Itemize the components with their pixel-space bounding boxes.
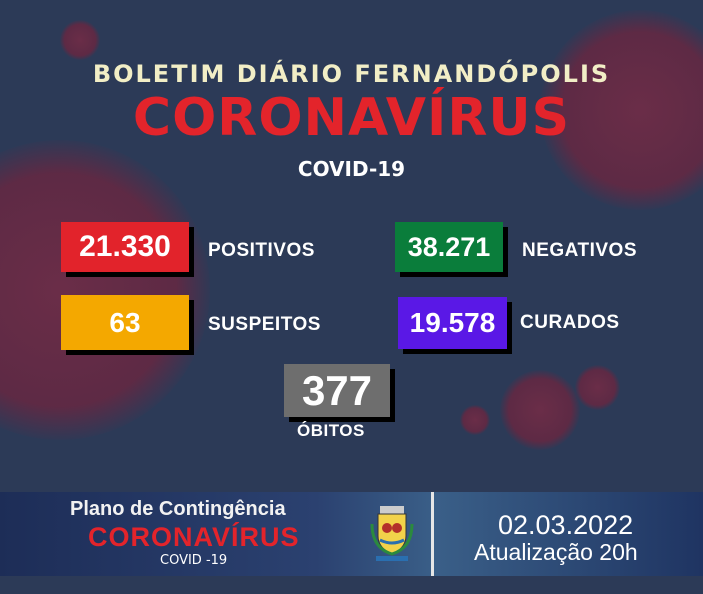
virus-illustration <box>60 20 100 60</box>
positivos-count: 21.330 <box>61 222 189 272</box>
curados-count: 19.578 <box>398 297 507 349</box>
negativos-label: NEGATIVOS <box>522 240 637 261</box>
obitos-label: ÓBITOS <box>297 421 365 440</box>
obitos-count: 377 <box>284 364 390 417</box>
virus-illustration <box>500 370 580 450</box>
virus-illustration <box>575 365 620 410</box>
divider <box>431 492 434 576</box>
footer-headline: CORONAVÍRUS <box>88 522 300 552</box>
coat-of-arms-icon <box>370 504 414 564</box>
negativos-count: 38.271 <box>395 222 503 272</box>
virus-illustration <box>460 405 490 435</box>
footer-covid: COVID -19 <box>160 553 228 568</box>
curados-label: CURADOS <box>520 312 620 333</box>
virus-illustration <box>0 140 210 440</box>
headline: CORONAVÍRUS <box>132 88 571 148</box>
footer-banner: Plano de Contingência CORONAVÍRUS COVID … <box>0 492 703 576</box>
update-time: Atualização 20h <box>474 539 638 565</box>
update-date: 02.03.2022 <box>498 510 634 540</box>
positivos-label: POSITIVOS <box>208 240 315 261</box>
virus-illustration <box>540 10 703 210</box>
plan-title: Plano de Contingência <box>70 498 286 520</box>
subtitle: COVID-19 <box>297 157 406 181</box>
bulletin-title: BOLETIM DIÁRIO FERNANDÓPOLIS <box>92 60 611 88</box>
suspeitos-count: 63 <box>61 295 189 350</box>
suspeitos-label: SUSPEITOS <box>208 314 321 335</box>
